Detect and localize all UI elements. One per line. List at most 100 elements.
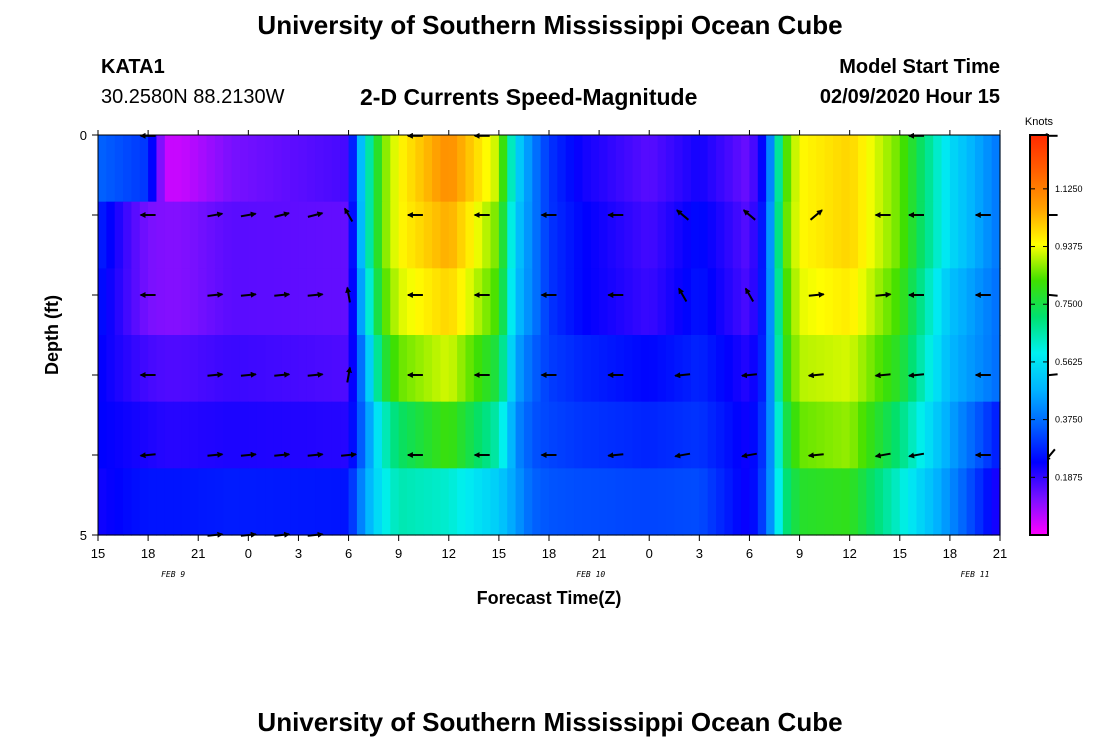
heatmap-cell bbox=[315, 335, 325, 403]
heatmap-cell bbox=[657, 135, 667, 203]
heatmap-cell bbox=[766, 201, 776, 269]
heatmap-cell bbox=[206, 135, 216, 203]
heatmap-cell bbox=[640, 335, 650, 403]
heatmap-cell bbox=[774, 468, 784, 536]
heatmap-cell bbox=[757, 135, 767, 203]
heatmap-cell bbox=[991, 201, 1001, 269]
heatmap-cell bbox=[640, 468, 650, 536]
heatmap-cell bbox=[248, 401, 258, 469]
heatmap-cell bbox=[707, 468, 717, 536]
heatmap-cell bbox=[908, 468, 918, 536]
heatmap-cell bbox=[265, 268, 274, 336]
heatmap-cell bbox=[331, 468, 341, 536]
heatmap-cell bbox=[390, 201, 400, 269]
heatmap-cell bbox=[924, 401, 934, 469]
heatmap-cell bbox=[599, 201, 609, 269]
heatmap-cell bbox=[265, 201, 274, 269]
current-vector-arrow bbox=[908, 372, 925, 379]
heatmap-cell bbox=[799, 135, 809, 203]
heatmap-cell bbox=[883, 201, 893, 269]
heatmap-cell bbox=[707, 135, 717, 203]
heatmap-cell bbox=[615, 468, 625, 536]
x-axis-title: Forecast Time(Z) bbox=[477, 588, 622, 608]
heatmap-cell bbox=[498, 468, 508, 536]
heatmap-cell bbox=[114, 268, 124, 336]
heatmap-cell bbox=[816, 401, 826, 469]
heatmap-cell bbox=[206, 468, 216, 536]
heatmap-cell bbox=[624, 201, 634, 269]
heatmap-cell bbox=[941, 135, 951, 203]
heatmap-cell bbox=[858, 335, 867, 403]
current-vector-arrow bbox=[742, 209, 756, 221]
heatmap-cell bbox=[665, 468, 675, 536]
heatmap-cell bbox=[490, 135, 500, 203]
heatmap-cell bbox=[574, 268, 584, 336]
heatmap-cell bbox=[958, 335, 968, 403]
heatmap-cell bbox=[123, 135, 133, 203]
heatmap-cell bbox=[98, 335, 107, 403]
heatmap-cell bbox=[966, 468, 976, 536]
heatmap-cell bbox=[799, 201, 809, 269]
heatmap-cell bbox=[732, 201, 742, 269]
heatmap-cell bbox=[832, 401, 842, 469]
heatmap-cell bbox=[640, 135, 650, 203]
heatmap-cell bbox=[415, 268, 425, 336]
heatmap-cell bbox=[306, 468, 316, 536]
heatmap-cell bbox=[908, 268, 918, 336]
current-vector-arrow bbox=[240, 451, 257, 458]
current-vector-arrow bbox=[207, 531, 224, 538]
heatmap-cell bbox=[515, 468, 525, 536]
heatmap-cell bbox=[799, 268, 809, 336]
heatmap-cell bbox=[933, 401, 943, 469]
heatmap-cell bbox=[958, 468, 968, 536]
heatmap-cell bbox=[390, 468, 400, 536]
heatmap-cell bbox=[473, 135, 483, 203]
heatmap-cell bbox=[148, 268, 158, 336]
heatmap-cell bbox=[883, 468, 893, 536]
heatmap-cell bbox=[164, 401, 174, 469]
heatmap-cell bbox=[899, 335, 909, 403]
heatmap-cell bbox=[699, 268, 709, 336]
heatmap-cell bbox=[849, 401, 859, 469]
heatmap-cell bbox=[741, 135, 751, 203]
heatmap-cell bbox=[407, 335, 416, 403]
heatmap-cell bbox=[924, 268, 934, 336]
heatmap-cell bbox=[381, 201, 391, 269]
heatmap-cell bbox=[98, 135, 107, 203]
heatmap-cell bbox=[724, 201, 734, 269]
heatmap-cell bbox=[791, 268, 801, 336]
heatmap-cell bbox=[657, 335, 667, 403]
heatmap-cell bbox=[281, 201, 291, 269]
x-tick-label: 9 bbox=[395, 546, 402, 561]
y-axis-title: Depth (ft) bbox=[42, 295, 62, 375]
heatmap-cell bbox=[206, 201, 216, 269]
heatmap-cell bbox=[991, 335, 1001, 403]
heatmap-cell bbox=[473, 268, 483, 336]
heatmap-cell bbox=[849, 268, 859, 336]
heatmap-cell bbox=[924, 201, 934, 269]
heatmap-cell bbox=[139, 335, 149, 403]
heatmap-cell bbox=[974, 335, 984, 403]
heatmap-cell bbox=[699, 201, 709, 269]
heatmap-cells bbox=[98, 135, 1001, 536]
heatmap-cell bbox=[239, 401, 249, 469]
heatmap-cell bbox=[741, 201, 751, 269]
heatmap-cell bbox=[148, 468, 158, 536]
heatmap-cell bbox=[599, 468, 609, 536]
heatmap-cell bbox=[507, 335, 517, 403]
heatmap-cell bbox=[98, 201, 107, 269]
heatmap-cell bbox=[482, 201, 492, 269]
heatmap-cell bbox=[331, 268, 341, 336]
heatmap-cell bbox=[624, 468, 634, 536]
colorbar-label: 1.1250 bbox=[1055, 184, 1083, 194]
heatmap-cell bbox=[707, 335, 717, 403]
heatmap-cell bbox=[724, 468, 734, 536]
heatmap-cell bbox=[532, 401, 542, 469]
heatmap-cell bbox=[290, 401, 300, 469]
heatmap-cell bbox=[916, 335, 926, 403]
heatmap-cell bbox=[239, 468, 249, 536]
heatmap-cell bbox=[682, 201, 692, 269]
heatmap-cell bbox=[390, 135, 400, 203]
heatmap-cell bbox=[615, 268, 625, 336]
heatmap-cell bbox=[298, 135, 308, 203]
